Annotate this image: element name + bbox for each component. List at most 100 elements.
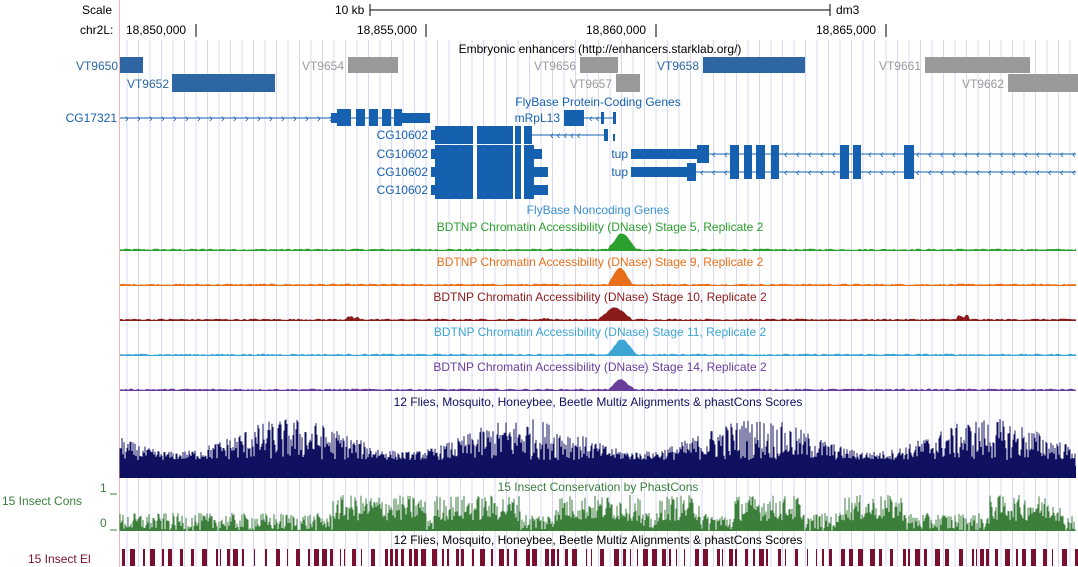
enhancer-label: VT9656 (534, 59, 576, 73)
svg-text:‹: ‹ (1060, 167, 1064, 179)
svg-text:‹: ‹ (916, 167, 920, 179)
gene-model-cg10602[interactable]: CG10602 (377, 145, 542, 163)
protein-coding-genes-track[interactable]: FlyBase Protein-Coding Genes CG17321 › › ›… (66, 95, 1076, 199)
dnase-stage-9-track[interactable]: BDTNP Chromatin Accessibility (DNase) St… (120, 255, 1076, 286)
gene-model-mrpl13[interactable]: mRpL13 ‹ ‹ (515, 110, 616, 126)
enhancer-label: VT9662 (962, 77, 1004, 91)
dnase-stage-14-track[interactable]: BDTNP Chromatin Accessibility (DNase) St… (120, 360, 1076, 391)
svg-text:›: › (221, 113, 225, 125)
enhancer-feature[interactable] (580, 57, 618, 73)
multiz-alignment-track[interactable]: 12 Flies, Mosquito, Honeybee, Beetle Mul… (119, 395, 1076, 478)
svg-text:›: › (257, 113, 261, 125)
svg-text:‹: ‹ (844, 167, 848, 179)
gene-label: mRpL13 (515, 111, 561, 125)
track-title: BDTNP Chromatin Accessibility (DNase) St… (433, 290, 767, 304)
strand-arrows: › › › › › › › › › › › › › › › › › › (125, 113, 333, 125)
gene-model-cg17321[interactable]: CG17321 › › › › › › › › › › › › › › › › › › (66, 109, 430, 126)
phastcons-track[interactable]: 15 Insect Conservation by PhastCons 15 I… (2, 480, 1076, 531)
base-position-ruler[interactable]: Scale 10 kb dm3 chr2L: 18,850,000 18,855… (80, 3, 887, 37)
signal-graph (120, 379, 1076, 391)
signal-graph (120, 339, 1076, 356)
svg-text:‹: ‹ (964, 149, 968, 161)
ruler-tick-label: 18,855,000 (357, 23, 417, 37)
svg-text:‹: ‹ (868, 167, 872, 179)
signal-graph (120, 307, 1076, 321)
svg-text:‹: ‹ (820, 149, 824, 161)
chrom-label: chr2L: (80, 23, 113, 37)
svg-text:›: › (281, 113, 285, 125)
gene-model-tup[interactable]: tup ‹ ‹ ‹ ‹ ‹ ‹ ‹ ‹ ‹ ‹ ‹ ‹ ‹ ‹ ‹ ‹ ‹ ‹ ‹ ‹ ‹ ‹ ‹ ‹ ‹ ‹ ‹ ‹ ‹ ‹ ‹ (611, 145, 1076, 179)
svg-text:‹: ‹ (916, 149, 920, 161)
track-title: BDTNP Chromatin Accessibility (DNase) St… (437, 255, 764, 269)
svg-text:‹: ‹ (748, 167, 752, 179)
conserved-elements-track[interactable]: 12 Flies, Mosquito, Honeybee, Beetle Mul… (28, 533, 1078, 566)
svg-text:‹ ‹: ‹ ‹ (589, 113, 600, 125)
gene-model-tup[interactable]: tup ‹ ‹ ‹ ‹ ‹ ‹ ‹ ‹ ‹ ‹ ‹ ‹ ‹ ‹ ‹ ‹ ‹ ‹ ‹ ‹ ‹ ‹ ‹ ‹ ‹ ‹ ‹ ‹ ‹ ‹ ‹ ‹ (611, 163, 1076, 181)
svg-text:›: › (317, 113, 321, 125)
svg-text:‹: ‹ (1072, 167, 1076, 179)
enhancer-feature[interactable] (120, 57, 143, 73)
enhancer-feature[interactable] (348, 57, 398, 73)
svg-text:›: › (185, 113, 189, 125)
enhancer-track[interactable]: Embryonic enhancers (http://enhancers.st… (76, 42, 1078, 92)
enhancer-feature[interactable] (616, 74, 640, 92)
gene-model-cg10602[interactable]: CG10602 (377, 163, 548, 181)
dnase-stage-5-track[interactable]: BDTNP Chromatin Accessibility (DNase) St… (120, 220, 1076, 251)
gene-label: CG10602 (377, 183, 429, 197)
svg-text:‹: ‹ (964, 167, 968, 179)
svg-text:›: › (173, 113, 177, 125)
enhancer-feature[interactable] (1008, 74, 1078, 92)
svg-text:‹: ‹ (988, 167, 992, 179)
vertical-grid-lines (126, 40, 1071, 567)
svg-text:›: › (161, 113, 165, 125)
svg-text:‹: ‹ (940, 167, 944, 179)
svg-text:‹: ‹ (832, 149, 836, 161)
svg-text:‹: ‹ (1060, 149, 1064, 161)
svg-text:‹: ‹ (856, 167, 860, 179)
svg-text:‹: ‹ (1036, 167, 1040, 179)
enhancer-feature[interactable] (172, 74, 275, 92)
svg-text:‹: ‹ (904, 167, 908, 179)
svg-text:‹: ‹ (712, 167, 716, 179)
conservation-wiggle (119, 419, 1076, 478)
enhancer-feature[interactable] (925, 57, 1030, 73)
svg-text:‹: ‹ (1024, 167, 1028, 179)
svg-text:‹: ‹ (808, 167, 812, 179)
gene-label: CG10602 (377, 128, 429, 142)
svg-text:›: › (269, 113, 273, 125)
svg-text:‹: ‹ (700, 167, 704, 179)
svg-text:‹: ‹ (784, 167, 788, 179)
strand-arrows: ‹‹‹‹‹‹‹‹‹‹‹‹‹‹‹‹‹‹‹‹‹‹‹‹‹‹‹‹‹‹‹ (712, 149, 1076, 161)
svg-text:‹: ‹ (976, 149, 980, 161)
svg-text:‹: ‹ (832, 167, 836, 179)
gene-label: tup (611, 165, 628, 179)
side-track-label: 15 Insect El (28, 552, 91, 566)
svg-text:‹: ‹ (1012, 167, 1016, 179)
gene-model-cg10602[interactable]: CG10602 ‹ ‹ ‹ ‹ ‹ (377, 126, 608, 144)
svg-text:‹: ‹ (1000, 167, 1004, 179)
svg-text:‹: ‹ (952, 149, 956, 161)
dnase-stage-10-track[interactable]: BDTNP Chromatin Accessibility (DNase) St… (120, 290, 1076, 321)
dnase-stage-11-track[interactable]: BDTNP Chromatin Accessibility (DNase) St… (120, 325, 1076, 356)
gene-model-cg10602[interactable]: CG10602 (377, 181, 548, 199)
svg-text:‹: ‹ (880, 167, 884, 179)
svg-text:›: › (197, 113, 201, 125)
ruler-tick-label: 18,865,000 (816, 23, 876, 37)
svg-text:‹: ‹ (784, 149, 788, 161)
track-title: 15 Insect Conservation by PhastCons (498, 480, 699, 494)
track-title: FlyBase Protein-Coding Genes (515, 95, 680, 109)
enhancer-label: VT9657 (570, 77, 612, 91)
svg-text:‹: ‹ (940, 149, 944, 161)
svg-text:‹: ‹ (928, 167, 932, 179)
enhancer-label: VT9652 (127, 77, 169, 91)
svg-text:‹: ‹ (736, 167, 740, 179)
svg-text:‹: ‹ (892, 149, 896, 161)
enhancer-label: VT9654 (302, 59, 344, 73)
svg-text:‹: ‹ (796, 167, 800, 179)
svg-text:‹: ‹ (808, 149, 812, 161)
svg-text:‹: ‹ (1012, 149, 1016, 161)
svg-text:›: › (125, 113, 129, 125)
enhancer-feature[interactable] (703, 57, 805, 73)
svg-text:‹: ‹ (880, 149, 884, 161)
